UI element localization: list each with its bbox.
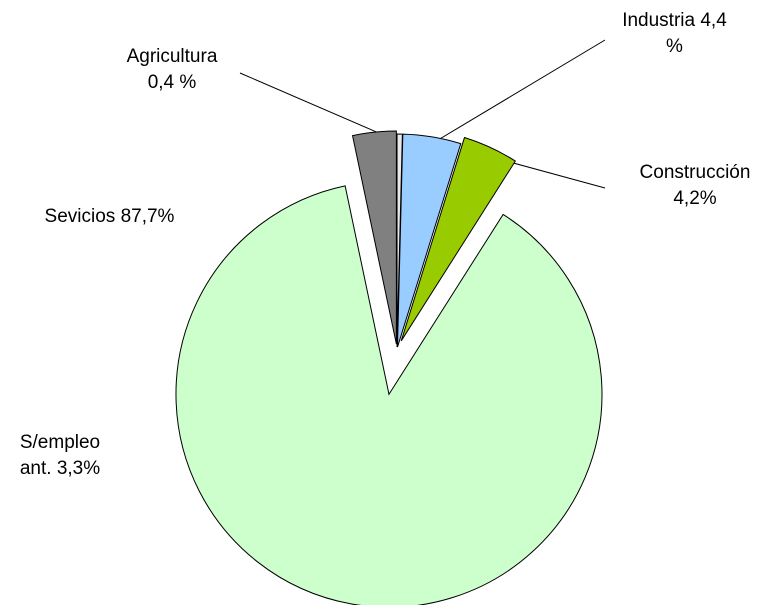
value-label: 3,3% xyxy=(56,458,101,479)
leader-line xyxy=(437,39,606,141)
slice-label: Industria 4,4 % xyxy=(612,8,737,60)
pie-slice xyxy=(400,136,517,342)
value-label: 4,4 % xyxy=(666,10,727,57)
pie-slice xyxy=(175,185,603,605)
value-label: 0,4 % xyxy=(147,72,197,93)
category-label: Sevicios xyxy=(44,206,116,227)
slice-label: Construcción 4,2% xyxy=(625,160,765,212)
value-label: 87,7% xyxy=(120,206,175,227)
value-label: 4,2% xyxy=(673,188,717,209)
leader-line xyxy=(239,72,396,141)
slice-label: Agricultura 0,4 % xyxy=(117,44,227,96)
slice-label: Sevicios 87,7% xyxy=(42,204,177,230)
category-label: Construcción xyxy=(639,162,751,183)
category-label: Agricultura xyxy=(126,46,218,67)
category-label: S/empleo ant. xyxy=(19,432,101,479)
pie-slice xyxy=(351,130,397,345)
pie-slice xyxy=(396,133,462,348)
category-label: Industria xyxy=(622,10,696,31)
slice-label: S/empleo ant. 3,3% xyxy=(15,430,105,482)
